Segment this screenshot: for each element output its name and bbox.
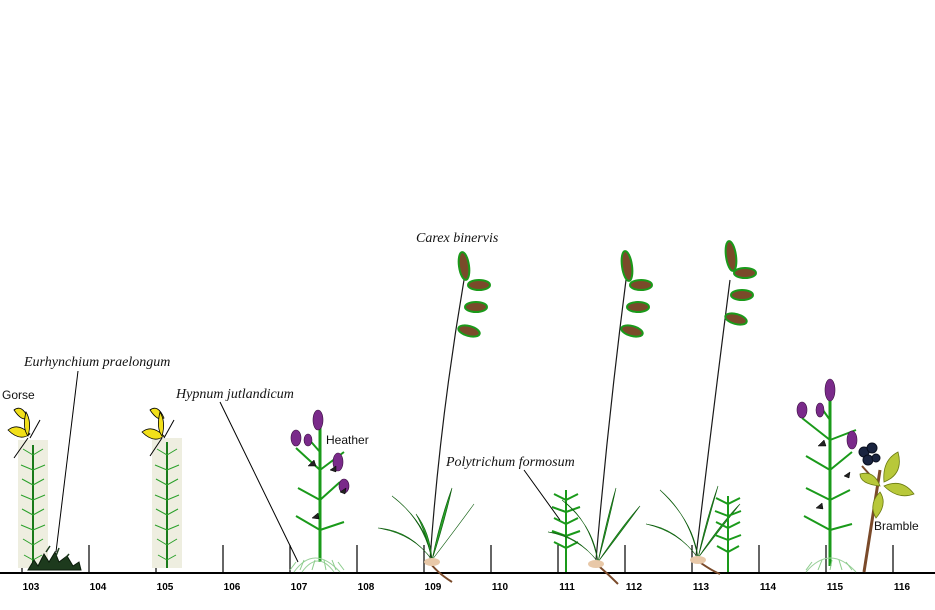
polytrichum-moss-2 xyxy=(714,496,742,572)
label-bramble: Bramble xyxy=(874,519,919,533)
heather-plant-1 xyxy=(289,409,350,573)
leader-eurhynchium xyxy=(55,370,79,553)
tick-label: 105 xyxy=(157,582,174,593)
tick-label: 107 xyxy=(291,582,308,593)
label-hypnum: Hypnum jutlandicum xyxy=(175,387,294,402)
bramble-plant xyxy=(858,442,915,573)
tick-label: 103 xyxy=(23,582,40,593)
tick-label: 111 xyxy=(559,582,575,593)
tick-label: 112 xyxy=(626,582,643,593)
label-polytrichum: Polytrichum formosum xyxy=(445,455,575,470)
label-heather: Heather xyxy=(326,433,369,447)
gorse-plant-2 xyxy=(141,407,182,568)
transect-ticks: 103 104 105 106 107 108 109 110 111 112 113 114 115 1… xyxy=(21,545,911,593)
leader-polytrichum xyxy=(523,469,561,521)
polytrichum-moss-1 xyxy=(551,490,581,572)
tick-label: 104 xyxy=(90,582,107,593)
tick-label: 106 xyxy=(224,582,241,593)
gorse-plant-1 xyxy=(7,407,48,568)
eurhynchium-moss xyxy=(27,545,82,571)
label-eurhynchium: Eurhynchium praelongum xyxy=(23,355,170,370)
tick-label: 108 xyxy=(358,582,375,593)
tick-label: 109 xyxy=(425,582,442,593)
label-gorse: Gorse xyxy=(2,388,35,402)
tick-label: 110 xyxy=(492,582,509,593)
carex-plant-1 xyxy=(377,251,491,583)
tick-label: 115 xyxy=(827,582,844,593)
label-carex: Carex binervis xyxy=(416,231,499,246)
leader-hypnum xyxy=(219,401,299,563)
carex-plant-2 xyxy=(547,250,653,585)
tick-label: 113 xyxy=(693,582,710,593)
tick-label: 114 xyxy=(760,582,777,593)
carex-plant-3 xyxy=(645,240,757,575)
tick-label: 116 xyxy=(894,582,911,593)
heather-plant-2 xyxy=(796,378,858,573)
